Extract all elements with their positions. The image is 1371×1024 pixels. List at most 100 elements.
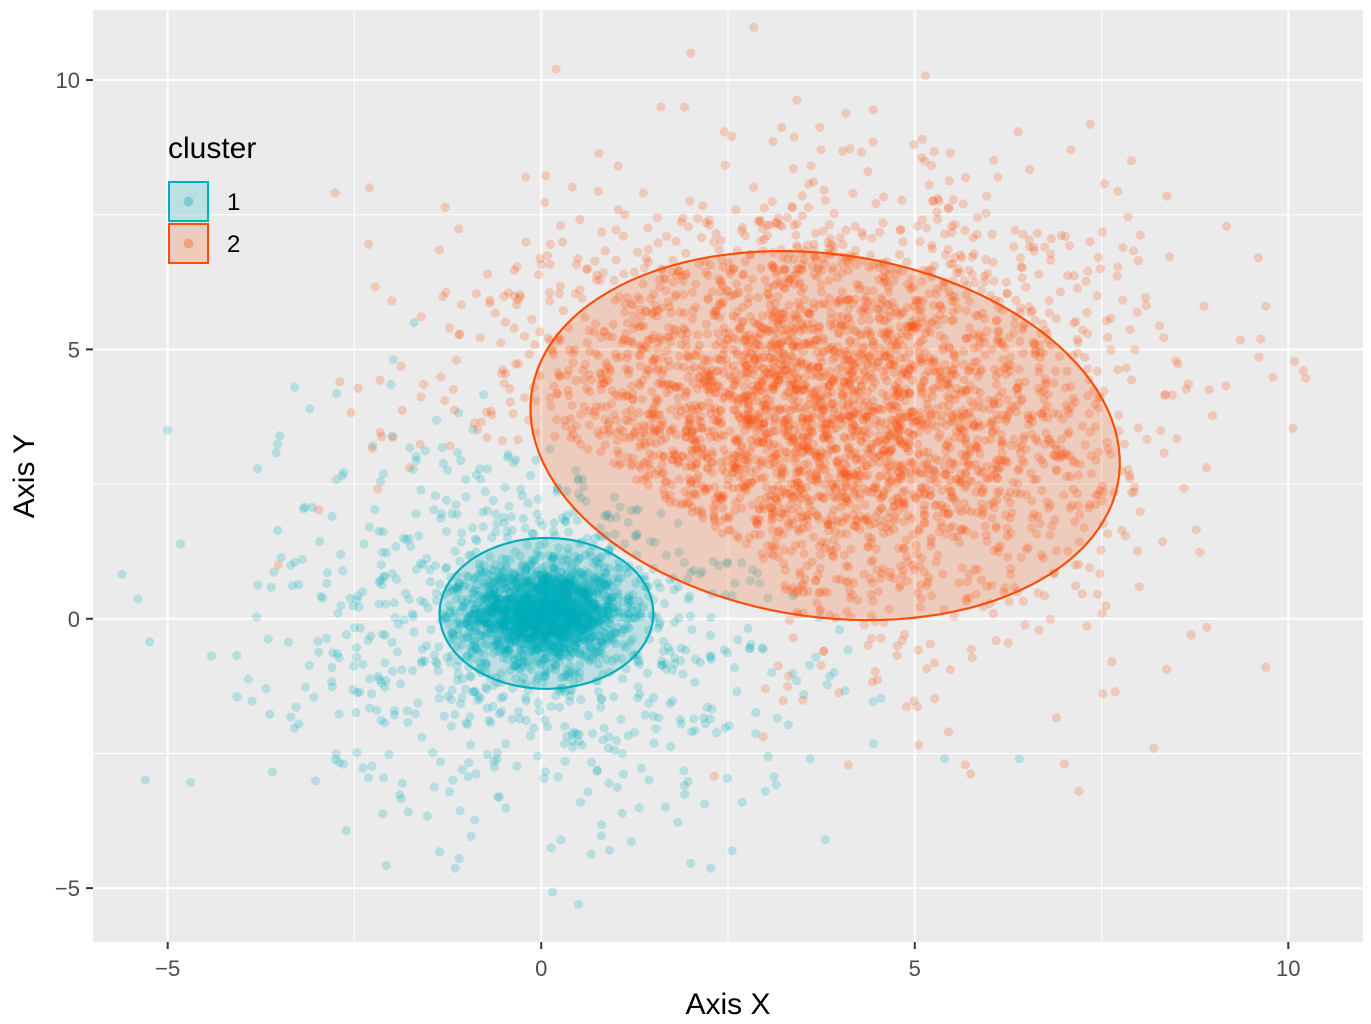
cluster-2-point [913,645,923,655]
cluster-2-point [784,671,794,681]
cluster-1-point [563,590,574,600]
cluster-2-point [1093,589,1103,600]
cluster-1-point [552,574,562,584]
cluster-1-point [253,464,263,474]
cluster-1-point [511,455,521,465]
cluster-1-point [518,513,528,524]
cluster-1-point [597,637,607,648]
cluster-2-point [988,608,999,619]
cluster-1-point [587,598,597,609]
cluster-1-point [571,614,581,624]
cluster-1-point [687,727,697,737]
cluster-1-point [448,630,458,640]
cluster-2-point [960,225,970,235]
cluster-1-point [541,596,551,606]
cluster-1-point [558,578,569,589]
cluster-1-point [531,604,541,614]
cluster-1-point [514,664,524,674]
cluster-1-point [503,605,513,615]
cluster-1-point [349,661,359,671]
cluster-2-point [819,185,829,195]
cluster-1-point [513,609,524,620]
cluster-1-point [592,607,603,617]
cluster-1-point [526,610,536,620]
cluster-1-point [570,611,580,621]
cluster-1-point [633,693,643,703]
cluster-1-point [576,595,587,605]
cluster-1-point [570,619,580,629]
cluster-1-point [547,625,557,636]
cluster-1-point [538,627,548,637]
cluster-1-point [550,585,560,595]
cluster-1-point [381,860,391,871]
cluster-1-point [573,627,583,637]
cluster-1-point [470,815,480,825]
cluster-1-point [600,605,611,615]
cluster-1-point [569,577,579,587]
cluster-1-point [545,639,555,649]
cluster-2-point [972,229,982,240]
cluster-1-point [117,569,127,580]
cluster-1-point [489,587,499,598]
cluster-1-point [528,623,538,634]
cluster-1-point [492,609,502,619]
cluster-1-point [286,712,296,722]
cluster-2-point [593,186,603,196]
cluster-1-point [482,618,492,629]
cluster-1-point [547,625,557,635]
cluster-1-point [556,597,567,607]
cluster-1-point [540,637,550,647]
cluster-1-point [557,578,567,589]
cluster-1-point [574,637,584,647]
cluster-1-point [556,582,567,593]
cluster-1-point [605,612,616,622]
cluster-2-point [1106,345,1116,355]
cluster-1-point [531,604,541,615]
cluster-1-point [515,629,525,639]
cluster-1-point [517,608,528,618]
cluster-1-point [660,802,671,812]
cluster-1-point [494,606,504,616]
cluster-1-point [576,650,586,660]
cluster-1-point [366,631,376,641]
cluster-1-point [526,617,536,627]
cluster-1-point [504,613,514,624]
cluster-1-point [358,763,368,773]
cluster-1-point [375,575,386,585]
cluster-1-point [528,625,538,635]
cluster-1-point [504,597,514,607]
cluster-1-point [563,634,573,644]
cluster-1-point [442,613,452,623]
cluster-1-point [518,630,528,640]
cluster-1-point [601,606,612,616]
cluster-1-point [531,596,541,606]
cluster-1-point [422,553,432,564]
cluster-1-point [522,638,532,649]
cluster-1-point [580,605,590,616]
cluster-1-point [566,614,576,624]
cluster-1-point [550,610,561,620]
cluster-1-point [521,622,531,632]
cluster-1-point [540,591,550,602]
cluster-1-point [555,604,566,615]
cluster-1-point [535,614,545,624]
cluster-1-point [206,651,216,661]
cluster-1-point [507,567,517,578]
cluster-1-point [604,601,614,611]
cluster-1-point [460,618,470,628]
cluster-1-point [552,595,562,605]
cluster-1-point [550,584,560,594]
cluster-1-point [529,619,540,629]
cluster-1-point [556,835,566,845]
cluster-1-point [550,603,560,613]
cluster-1-point [529,610,539,620]
cluster-1-point [510,628,520,638]
cluster-1-point [515,593,525,603]
cluster-2-point [1004,596,1014,607]
cluster-1-point [520,619,531,629]
cluster-1-point [500,619,510,629]
cluster-2-point [1044,296,1054,306]
cluster-1-point [539,616,549,626]
cluster-2-point [1113,186,1123,196]
cluster-1-point [477,608,487,618]
